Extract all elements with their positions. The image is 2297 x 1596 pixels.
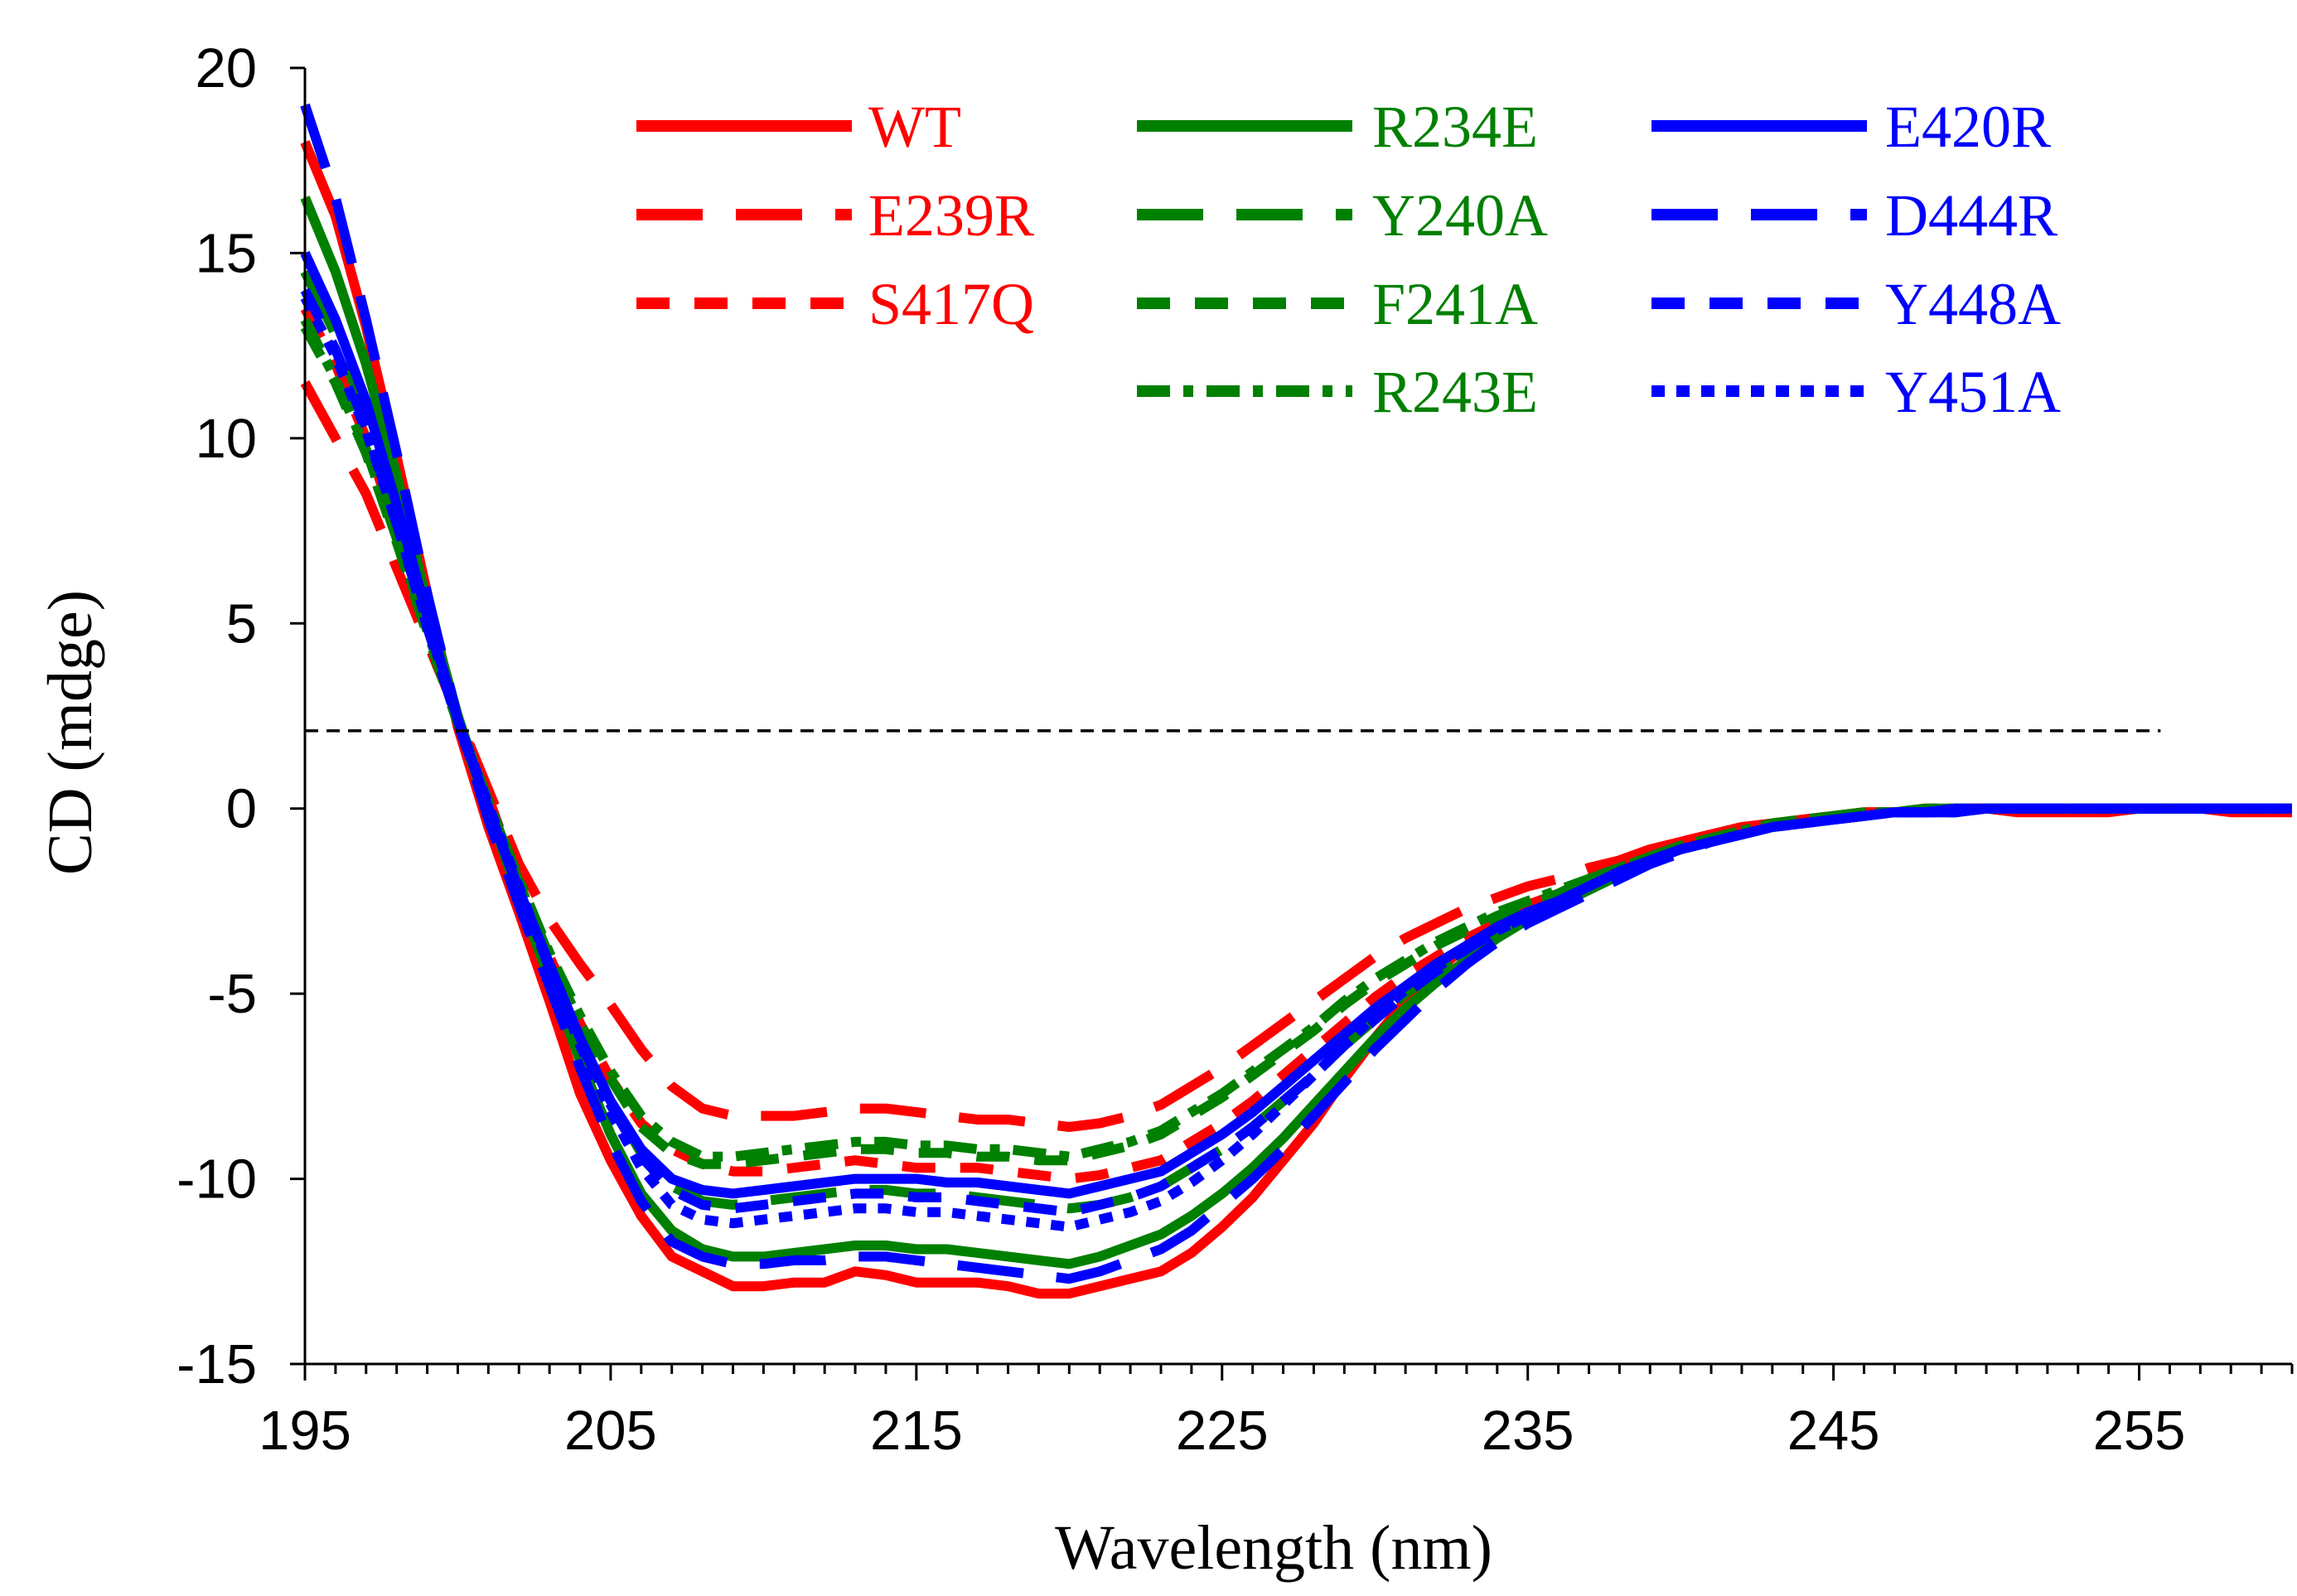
legend-label-e239r: E239R <box>868 182 1034 249</box>
series-line-r243e <box>300 317 2292 1162</box>
y-tick-label: -5 <box>207 963 257 1025</box>
x-tick-label: 205 <box>564 1400 657 1462</box>
legend: WT E239R S417Q R234E Y240A F241A R243E E420R D44… <box>636 94 2061 425</box>
legend-label-wt: WT <box>868 94 961 160</box>
y-tick-label: 5 <box>226 592 257 655</box>
legend-label-r234e: R234E <box>1372 94 1538 160</box>
y-tick-label: 0 <box>226 778 257 840</box>
y-tick-label: 10 <box>195 408 257 470</box>
x-tick-label: 255 <box>2093 1400 2186 1462</box>
series-line-e239r <box>300 380 2292 1132</box>
legend-label-d444r: D444R <box>1885 182 2058 249</box>
y-tick-label: 20 <box>195 37 257 99</box>
ticks-layer: -15 -10 -5 0 5 10 15 20 195 205 215 225 235 245 255 <box>177 37 2294 1462</box>
series-layer <box>300 103 2292 1299</box>
x-axis-title: Wavelength (nm) <box>1055 1513 1492 1583</box>
x-tick-label: 235 <box>1482 1400 1574 1462</box>
legend-label-y451a: Y451A <box>1885 359 2061 425</box>
legend-label-y240a: Y240A <box>1372 182 1548 249</box>
y-axis-title: CD (mdge) <box>36 590 105 875</box>
series-line-f241a <box>300 324 2292 1169</box>
x-tick-label: 225 <box>1176 1400 1269 1462</box>
legend-label-y448a: Y448A <box>1885 271 2061 337</box>
legend-label-r243e: R243E <box>1372 359 1538 425</box>
y-tick-label: -10 <box>177 1149 257 1211</box>
x-tick-label: 215 <box>870 1400 963 1462</box>
x-tick-label: 195 <box>259 1400 351 1462</box>
x-tick-label: 245 <box>1787 1400 1880 1462</box>
legend-label-f241a: F241A <box>1372 271 1538 337</box>
legend-label-s417q: S417Q <box>868 271 1034 337</box>
series-line-y451a <box>300 295 2292 1232</box>
legend-label-e420r: E420R <box>1885 94 2051 160</box>
y-tick-label: -15 <box>177 1333 257 1395</box>
axes-layer <box>303 68 2292 1366</box>
y-tick-label: 15 <box>195 222 257 284</box>
